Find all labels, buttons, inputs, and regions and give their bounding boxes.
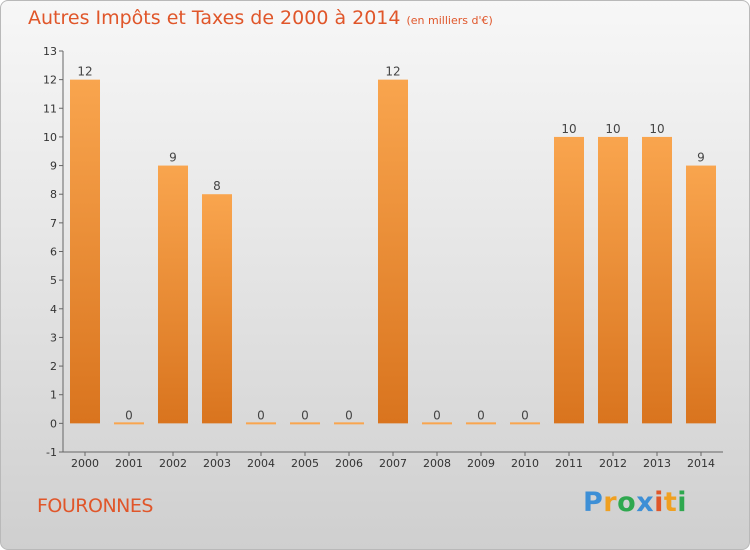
y-tick-label: 8 bbox=[50, 188, 57, 201]
chart-value-labels: 12 0 9 8 0 0 0 12 0 0 0 10 10 10 9 bbox=[77, 65, 704, 423]
value-label-2010: 0 bbox=[521, 408, 529, 422]
y-tick-label: 0 bbox=[50, 417, 57, 430]
bar-2010 bbox=[510, 422, 540, 425]
x-tick-label-2009: 2009 bbox=[467, 457, 495, 470]
value-label-2006: 0 bbox=[345, 408, 353, 422]
x-tick-label-2013: 2013 bbox=[643, 457, 671, 470]
value-label-2009: 0 bbox=[477, 408, 485, 422]
bar-2014 bbox=[686, 165, 716, 424]
x-tick-label-2003: 2003 bbox=[203, 457, 231, 470]
y-tick-label: -1 bbox=[46, 446, 57, 459]
x-tick-label-2014: 2014 bbox=[687, 457, 715, 470]
y-tick-label: 7 bbox=[50, 217, 57, 230]
bar-2004 bbox=[246, 422, 276, 425]
bar-2007 bbox=[378, 79, 408, 424]
y-tick-label: 5 bbox=[50, 274, 57, 287]
value-label-2014: 9 bbox=[697, 151, 705, 165]
chart-title: Autres Impôts et Taxes de 2000 à 2014 (en… bbox=[28, 7, 493, 29]
x-tick-label-2000: 2000 bbox=[71, 457, 99, 470]
value-label-2002: 9 bbox=[169, 151, 177, 165]
bar-2001 bbox=[114, 422, 144, 425]
x-tick-label-2004: 2004 bbox=[247, 457, 275, 470]
bar-2002 bbox=[158, 165, 188, 424]
chart-subtitle: (en milliers d'€) bbox=[406, 14, 493, 27]
x-tick-label-2010: 2010 bbox=[511, 457, 539, 470]
value-label-2000: 12 bbox=[77, 65, 92, 79]
commune-name: FOURONNES bbox=[37, 495, 153, 517]
bar-2005 bbox=[290, 422, 320, 425]
bar-2011 bbox=[554, 136, 584, 424]
x-tick-label-2012: 2012 bbox=[599, 457, 627, 470]
x-tick-label-2002: 2002 bbox=[159, 457, 187, 470]
value-label-2004: 0 bbox=[257, 408, 265, 422]
bar-2006 bbox=[334, 422, 364, 425]
y-tick-label: 11 bbox=[43, 102, 57, 115]
y-tick-label: 4 bbox=[50, 303, 57, 316]
y-tick-label: 3 bbox=[50, 331, 57, 344]
y-tick-label: 9 bbox=[50, 160, 57, 173]
chart-title-text: Autres Impôts et Taxes de 2000 à 2014 bbox=[28, 7, 401, 29]
x-tick-label-2007: 2007 bbox=[379, 457, 407, 470]
y-tick-label: 10 bbox=[43, 131, 57, 144]
value-label-2011: 10 bbox=[561, 122, 576, 136]
chart-bars bbox=[70, 79, 716, 425]
bar-2012 bbox=[598, 136, 628, 424]
y-tick-label: 2 bbox=[50, 360, 57, 373]
y-tick-label: 1 bbox=[50, 389, 57, 402]
bar-2008 bbox=[422, 422, 452, 425]
x-tick-label-2006: 2006 bbox=[335, 457, 363, 470]
bar-2003 bbox=[202, 194, 232, 424]
y-tick-label: 13 bbox=[43, 45, 57, 58]
value-label-2001: 0 bbox=[125, 408, 133, 422]
y-tick-label: 12 bbox=[43, 74, 57, 87]
x-tick-label-2008: 2008 bbox=[423, 457, 451, 470]
proxiti-logo: Proxiti bbox=[583, 487, 688, 518]
value-label-2007: 12 bbox=[385, 65, 400, 79]
value-label-2005: 0 bbox=[301, 408, 309, 422]
x-tick-label-2005: 2005 bbox=[291, 457, 319, 470]
bar-2013 bbox=[642, 136, 672, 424]
bar-2000 bbox=[70, 79, 100, 424]
y-tick-label: 6 bbox=[50, 246, 57, 259]
value-label-2003: 8 bbox=[213, 179, 221, 193]
value-label-2008: 0 bbox=[433, 408, 441, 422]
value-label-2013: 10 bbox=[649, 122, 664, 136]
x-tick-label-2001: 2001 bbox=[115, 457, 143, 470]
x-tick-label-2011: 2011 bbox=[555, 457, 583, 470]
bar-2009 bbox=[466, 422, 496, 425]
value-label-2012: 10 bbox=[605, 122, 620, 136]
